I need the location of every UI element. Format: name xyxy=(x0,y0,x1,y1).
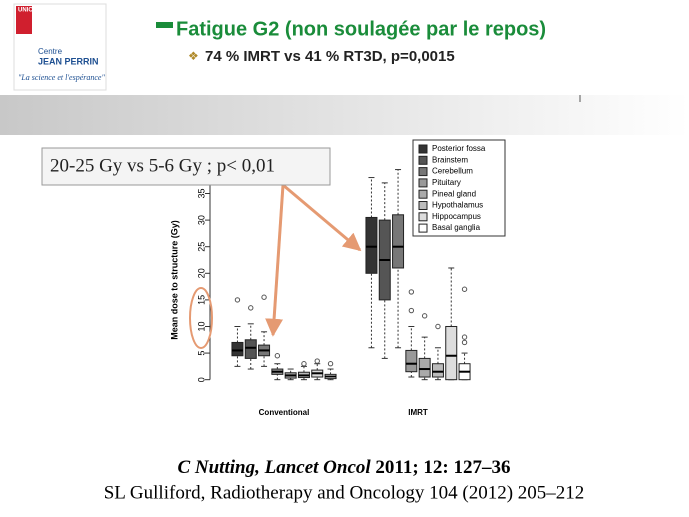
box xyxy=(365,216,378,274)
outlier xyxy=(261,294,267,300)
legend-label: Posterior fossa xyxy=(432,144,486,153)
box xyxy=(418,357,431,378)
legend xyxy=(412,139,506,237)
legend-label: Hippocampus xyxy=(432,212,481,221)
arrow xyxy=(265,184,285,337)
legend-label: Pituitary xyxy=(432,178,461,187)
callout-box xyxy=(41,147,331,186)
legend-label: Basal ganglia xyxy=(432,223,481,232)
reference-citation: 2011; 12: 127–36 xyxy=(375,457,510,478)
legend-swatch xyxy=(418,144,428,154)
box xyxy=(431,363,444,378)
y-tick-label: 30 xyxy=(196,215,206,225)
box xyxy=(244,339,257,359)
reference-authors: C Nutting, Lancet Oncol xyxy=(177,457,371,478)
outlier xyxy=(408,307,415,314)
outlier xyxy=(435,323,441,330)
x-tick-label: IMRT xyxy=(408,408,428,417)
y-axis-label: Mean dose to structure (Gy) xyxy=(169,220,179,340)
callout: 20-25 Gy vs 5-6 Gy ; p< 0,01 xyxy=(50,155,275,176)
title-bullet xyxy=(156,22,173,28)
outlier xyxy=(314,358,320,364)
y-tick-label: 35 xyxy=(196,189,206,199)
y-tick-label: 0 xyxy=(196,377,206,382)
outlier xyxy=(248,305,254,311)
outlier xyxy=(461,334,468,340)
legend-swatch xyxy=(418,189,428,199)
legend-swatch xyxy=(418,223,428,233)
box xyxy=(392,214,405,269)
outlier xyxy=(421,313,428,319)
reference: SL Gulliford, Radiotherapy and Oncology … xyxy=(104,482,585,503)
x-tick-label: Conventional xyxy=(259,408,310,417)
legend-label: Cerebellum xyxy=(432,167,473,176)
header-band xyxy=(0,95,689,135)
highlight-ellipse xyxy=(189,287,213,349)
legend-swatch xyxy=(418,155,428,165)
subtitle: 74 % IMRT vs 41 % RT3D, p=0,0015 xyxy=(205,48,455,65)
outlier xyxy=(408,289,415,295)
legend-label: Hypothalamus xyxy=(432,201,483,210)
legend-swatch xyxy=(418,201,428,210)
y-tick-label: 15 xyxy=(196,295,206,305)
subtitle-bullet: ❖ xyxy=(188,49,199,63)
legend-label: Brainstem xyxy=(432,155,468,164)
box xyxy=(445,325,458,381)
logo-brand: UNICANCER xyxy=(18,8,55,14)
logo-line: JEAN PERRIN xyxy=(38,56,99,66)
legend-label: Pineal gland xyxy=(432,189,476,198)
outlier xyxy=(327,361,334,367)
outlier xyxy=(461,286,468,292)
logo-mark xyxy=(16,6,32,34)
box xyxy=(231,341,244,357)
legend-swatch xyxy=(418,167,428,177)
logo-line: Centre xyxy=(38,47,63,56)
box xyxy=(405,349,418,373)
logo-motto: "La science et l'espérance" xyxy=(18,73,105,82)
title: Fatigue G2 (non soulagée par le repos) xyxy=(176,18,546,40)
arrow xyxy=(282,183,362,252)
outlier xyxy=(234,297,241,303)
legend-swatch xyxy=(418,212,428,222)
legend-swatch xyxy=(418,178,428,188)
y-tick-label: 20 xyxy=(196,268,206,278)
y-tick-label: 5 xyxy=(196,351,206,356)
chart: 0510152025303540Mean dose to structure (… xyxy=(169,139,506,417)
outlier xyxy=(461,339,468,346)
reference: C Nutting, Lancet Oncol 2011; 12: 127–36 xyxy=(177,457,510,478)
y-tick-label: 10 xyxy=(196,321,206,331)
outlier xyxy=(301,361,307,367)
outlier xyxy=(274,353,281,359)
y-tick-label: 25 xyxy=(196,242,206,252)
